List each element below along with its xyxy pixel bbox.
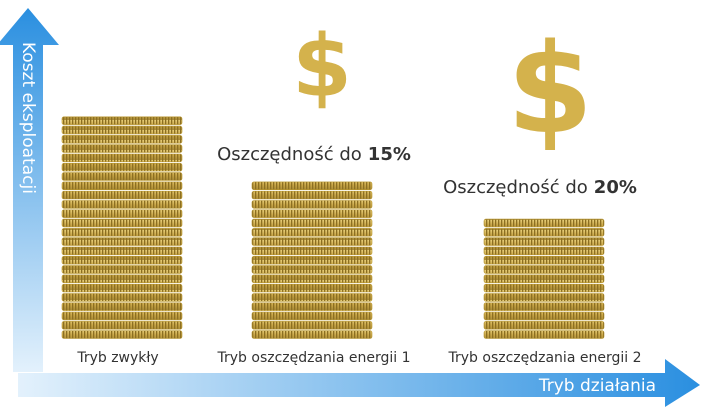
coin [62,201,182,209]
coin [252,266,372,274]
coin [62,163,182,171]
coin [252,182,372,190]
coin [252,303,372,311]
coin [62,182,182,190]
coin [252,275,372,283]
dollar-symbol: $ [507,18,593,162]
coin [62,303,182,311]
savings-text: Oszczędność do 15% [217,144,411,165]
coin [62,312,182,320]
coin [484,294,604,302]
coin [484,284,604,292]
coin [484,331,604,339]
dollar-symbol: $ [292,16,352,116]
coin [62,284,182,292]
coin [62,135,182,143]
coin [62,256,182,264]
coin [62,191,182,199]
y-axis-label: Koszt eksploatacji [18,42,38,194]
column-label: Tryb zwykły [76,350,158,366]
coin [252,294,372,302]
column-label: Tryb oszczędzania energii 1 [217,350,411,366]
coin [62,126,182,134]
coin [484,238,604,246]
column-label: Tryb oszczędzania energii 2 [448,350,642,366]
coin [252,247,372,255]
coin [62,173,182,181]
coin [252,321,372,329]
x-axis-label: Tryb działania [538,376,656,396]
coin [252,219,372,227]
savings-value: 15% [368,144,411,165]
coin [484,219,604,227]
savings-label: Oszczędność do [217,144,362,165]
coin [62,275,182,283]
coin [252,201,372,209]
coin [252,256,372,264]
coin [252,284,372,292]
coin [484,266,604,274]
coin [484,321,604,329]
coin [62,154,182,162]
coin [484,275,604,283]
coin [484,312,604,320]
coin [484,247,604,255]
coin [62,331,182,339]
coin [252,312,372,320]
savings-label: Oszczędność do [443,177,588,198]
coin [62,321,182,329]
coin [484,303,604,311]
coin [484,256,604,264]
coin [484,228,604,236]
infographic: Koszt eksploatacji Tryb działania Tryb z… [0,0,704,407]
coin [252,228,372,236]
savings-text: Oszczędność do 20% [443,177,637,198]
coin [62,145,182,153]
savings-value: 20% [594,177,637,198]
coin [62,219,182,227]
coin [62,228,182,236]
coin [62,247,182,255]
coin [252,191,372,199]
coin [62,210,182,218]
coin [62,266,182,274]
coin [62,238,182,246]
coin [62,117,182,125]
coin [252,238,372,246]
coin [252,210,372,218]
coin [62,294,182,302]
coin [252,331,372,339]
